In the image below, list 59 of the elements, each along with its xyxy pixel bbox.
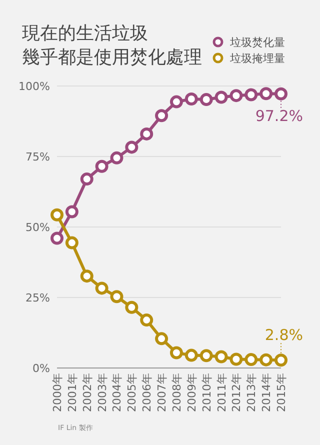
data-label: 97.2% xyxy=(255,106,303,125)
point xyxy=(200,349,213,362)
x-tick-label: 2002年 xyxy=(80,373,94,412)
chart-title: 現在的生活垃圾 xyxy=(22,23,148,44)
point xyxy=(50,232,64,245)
point xyxy=(214,350,228,364)
point xyxy=(95,160,108,173)
x-tick-label: 2008年 xyxy=(170,373,184,412)
x-tick-label: 2005年 xyxy=(126,373,139,412)
point xyxy=(140,314,154,327)
x-tick-label: 2003年 xyxy=(96,373,109,412)
point xyxy=(230,352,243,366)
point xyxy=(200,93,213,106)
x-tick-label: 2009年 xyxy=(185,373,198,412)
x-tick-label: 2000年 xyxy=(51,373,64,412)
point xyxy=(274,87,288,100)
y-tick-label: 75% xyxy=(26,150,50,164)
point xyxy=(274,354,288,367)
point xyxy=(65,205,78,218)
point xyxy=(140,127,154,140)
point xyxy=(155,109,168,122)
point xyxy=(244,88,258,102)
point xyxy=(125,300,138,314)
point xyxy=(170,95,183,108)
x-tick-label: 2007年 xyxy=(156,373,169,412)
x-tick-label: 2006年 xyxy=(140,373,154,412)
y-tick-label: 50% xyxy=(26,221,50,234)
point xyxy=(170,346,183,360)
point xyxy=(110,151,124,164)
chart-subtitle: 幾乎都是使用焚化處理 xyxy=(22,47,202,68)
point xyxy=(184,348,198,362)
point xyxy=(80,172,94,186)
x-tick-label: 2011年 xyxy=(215,373,228,412)
x-tick-label: 2015年 xyxy=(275,373,288,412)
x-tick-label: 2001年 xyxy=(66,373,79,412)
y-tick-label: 25% xyxy=(26,292,50,304)
point xyxy=(50,208,64,222)
point xyxy=(260,87,273,100)
point xyxy=(65,236,78,250)
x-tick-label: 2010年 xyxy=(200,373,214,412)
x-tick-label: 2012年 xyxy=(230,373,244,412)
point xyxy=(244,353,258,366)
legend-label: 垃圾掩埋量 xyxy=(229,52,285,65)
data-label: 2.8% xyxy=(264,326,303,344)
point xyxy=(95,282,108,295)
point xyxy=(184,92,198,106)
y-tick-label: 100% xyxy=(18,80,50,93)
point xyxy=(260,353,273,366)
y-tick-label: 0% xyxy=(32,362,50,375)
point xyxy=(214,90,228,104)
legend-label: 垃圾焚化量 xyxy=(229,36,285,49)
point xyxy=(230,89,243,102)
point xyxy=(155,332,168,346)
point xyxy=(125,140,138,154)
x-tick-label: 2004年 xyxy=(110,373,124,412)
point xyxy=(110,290,124,304)
x-tick-label: 2013年 xyxy=(245,373,258,412)
x-tick-label: 2014年 xyxy=(260,373,274,412)
point xyxy=(80,270,94,283)
